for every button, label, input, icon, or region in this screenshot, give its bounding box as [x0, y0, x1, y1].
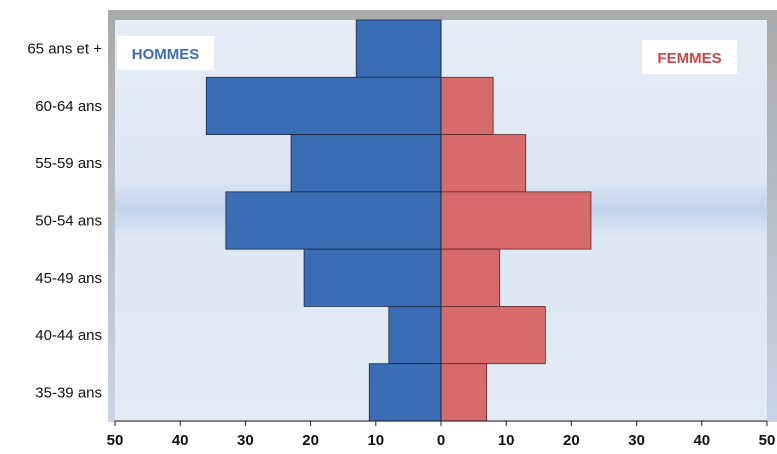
legend-layer: HOMMES FEMMES [117, 36, 737, 74]
bar-femmes [440, 306, 546, 365]
y-category-label: 40-44 ans [35, 327, 102, 344]
legend-label-hommes: HOMMES [132, 46, 200, 63]
x-tick-label: 10 [367, 432, 384, 449]
bar-hommes [368, 363, 442, 422]
x-tick-label: 50 [107, 432, 124, 449]
x-tick-label: 40 [172, 432, 189, 449]
labels-layer: 50 40 30 20 10 0 10 20 30 40 50 65 ans et + 60-64 an… [27, 41, 775, 449]
x-tick-label: 30 [237, 432, 254, 449]
bar-hommes [290, 134, 442, 193]
x-tick-label: 20 [302, 432, 319, 449]
x-tick-label: 0 [437, 432, 445, 449]
bar-hommes [225, 191, 442, 250]
y-category-label: 55-59 ans [35, 155, 102, 172]
x-tick-label: 20 [563, 432, 580, 449]
bar-hommes [303, 248, 442, 307]
y-category-label: 35-39 ans [35, 384, 102, 401]
bar-hommes [388, 306, 442, 365]
bars-layer [205, 19, 592, 422]
y-category-label: 50-54 ans [35, 213, 102, 230]
legend-label-femmes: FEMMES [657, 50, 721, 67]
bar-femmes [440, 363, 488, 422]
x-tick-label: 50 [759, 432, 776, 449]
bar-hommes [355, 19, 442, 78]
bar-femmes [440, 191, 592, 250]
x-tick-label: 10 [498, 432, 515, 449]
bar-femmes [440, 76, 494, 135]
x-tick-label: 40 [693, 432, 710, 449]
bar-hommes [205, 76, 442, 135]
y-category-label: 45-49 ans [35, 270, 102, 287]
bar-femmes [440, 134, 527, 193]
bar-femmes [440, 248, 501, 307]
legend-box-hommes [117, 36, 214, 70]
axis-layer [114, 20, 768, 426]
y-category-label: 60-64 ans [35, 98, 102, 115]
legend-box-femmes [642, 40, 737, 74]
y-category-label: 65 ans et + [27, 41, 102, 58]
x-tick-label: 30 [628, 432, 645, 449]
